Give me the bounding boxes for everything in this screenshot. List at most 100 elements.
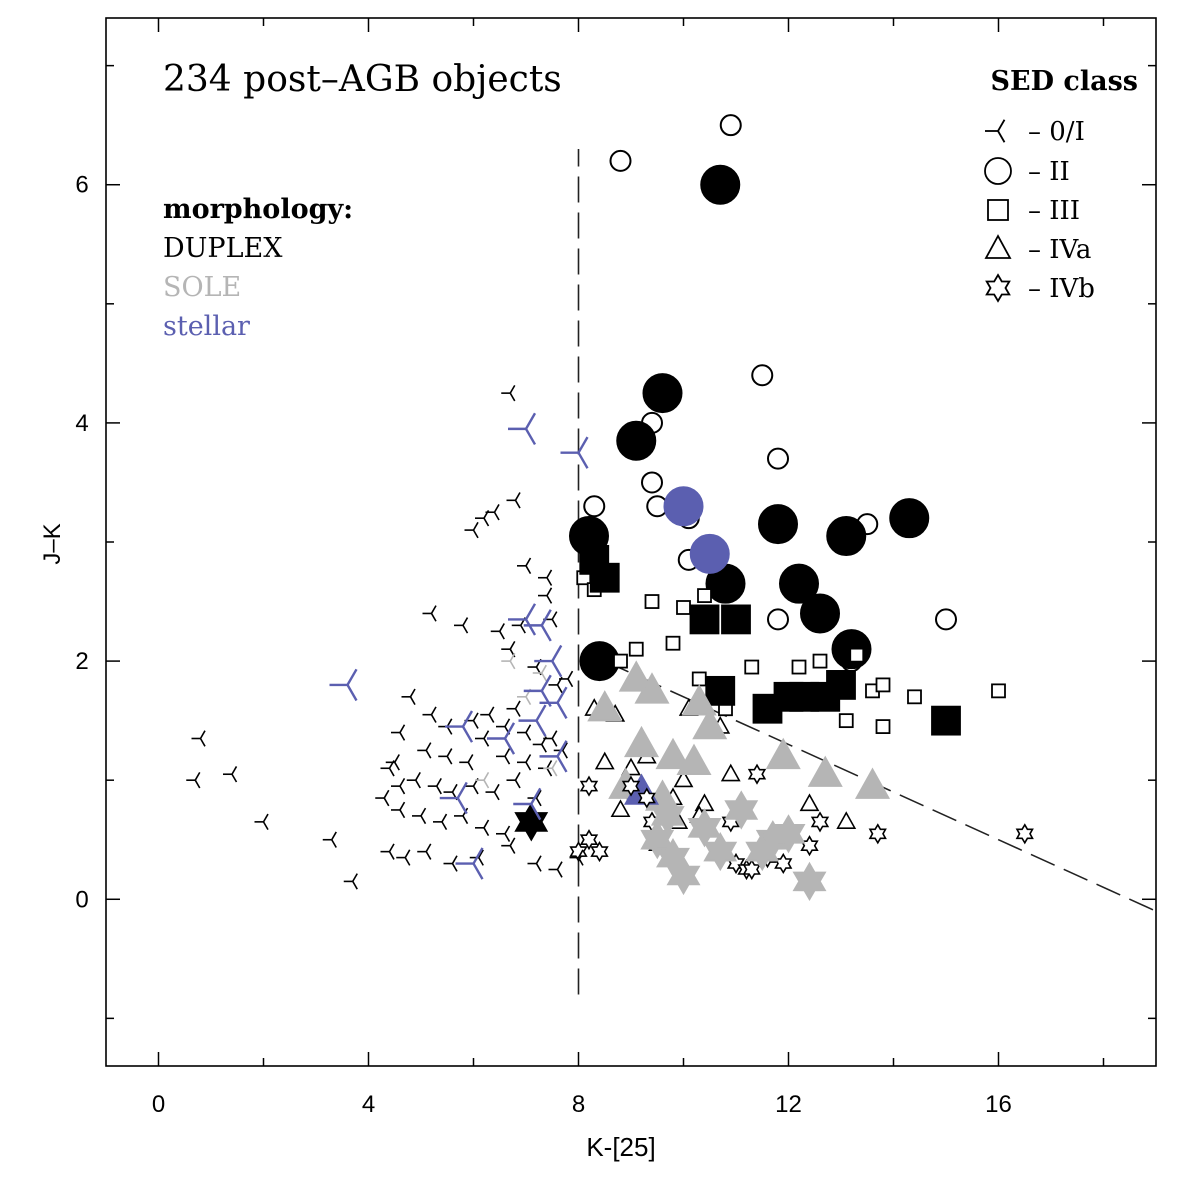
tri-branch-spoke — [509, 392, 516, 402]
tri-branch-spoke — [535, 789, 542, 799]
tri-branch-spoke — [430, 613, 437, 622]
tri-branch-spoke — [331, 839, 337, 848]
morphology-stellar: stellar — [163, 311, 250, 342]
tri-branch-point — [375, 789, 390, 807]
x-tick-label: 12 — [775, 1091, 802, 1118]
tri-branch-point — [517, 724, 532, 741]
tri-branch-spoke — [478, 849, 484, 858]
tri-branch-spoke — [546, 760, 553, 769]
tri-branch-spoke — [509, 837, 516, 847]
tri-branch-spoke — [535, 720, 547, 737]
tri-branch-spoke — [525, 565, 532, 575]
tri-branch-point — [548, 861, 563, 878]
tri-branch-spoke — [461, 725, 474, 743]
tri-branch-spoke — [199, 730, 206, 739]
tri-branch-spoke — [420, 807, 427, 817]
open-star-point — [579, 829, 599, 851]
y-tick-labels: 0 2 4 6 — [75, 172, 88, 914]
tri-branch-point — [438, 748, 453, 765]
tri-branch-spoke — [551, 611, 558, 620]
tri-branch-point — [343, 873, 358, 890]
filled-star-point — [687, 808, 722, 848]
tri-branch-point — [412, 807, 427, 825]
tri-branch-point — [254, 813, 269, 831]
tri-branch-point — [559, 670, 574, 688]
tri-branch-spoke — [467, 754, 474, 763]
tri-branch-point — [391, 724, 406, 741]
tri-branch-spoke — [509, 660, 516, 670]
tri-branch-spoke — [483, 730, 490, 739]
tri-branch-spoke — [331, 831, 337, 841]
tri-branch-point — [506, 771, 521, 789]
tri-branch-spoke — [430, 605, 437, 614]
tri-branch-point — [523, 609, 552, 642]
open-square-point — [991, 683, 1006, 699]
tri-branch-point — [517, 557, 532, 575]
legend-triangle-icon — [984, 234, 1012, 259]
tri-branch-spoke — [436, 785, 442, 795]
open-circle-point — [609, 149, 632, 172]
tri-branch-spoke — [493, 504, 500, 513]
morphology-legend: morphology: DUPLEX SOLE stellar — [163, 194, 353, 342]
tri-branch-point — [543, 730, 558, 747]
tri-branch-spoke — [446, 755, 453, 765]
tri-branch-point — [496, 825, 511, 842]
tri-branch-spoke — [472, 847, 484, 865]
morphology-duplex: DUPLEX — [163, 233, 283, 264]
tri-branch-point — [455, 847, 484, 880]
tri-branch-spoke — [551, 738, 558, 747]
tri-branch-spoke — [194, 771, 201, 781]
tri-branch-point — [487, 722, 516, 755]
filled-triangle-point — [587, 690, 623, 722]
tri-branch-spoke — [346, 668, 358, 686]
tri-branch-spoke — [520, 624, 526, 634]
tri-branch-point — [391, 777, 406, 795]
tri-branch-point — [485, 504, 500, 521]
tri-branch-point — [454, 617, 469, 634]
filled-star-point — [514, 802, 549, 842]
tri-branch-spoke — [409, 696, 416, 706]
legend-star-icon — [985, 273, 1011, 303]
tri-branch-point — [538, 569, 553, 586]
tri-branch-point — [422, 605, 437, 622]
tri-branch-spoke — [530, 787, 542, 805]
tri-branch-point — [380, 843, 395, 860]
tri-branch-spoke — [472, 529, 479, 539]
tri-branch-spoke — [425, 742, 432, 751]
tri-branch-spoke — [472, 785, 479, 795]
tri-branch-spoke — [231, 766, 238, 775]
tri-branch-point — [406, 771, 421, 789]
tri-branch-spoke — [541, 672, 547, 682]
open-circle-point — [935, 608, 957, 631]
tri-branch-spoke — [546, 577, 553, 586]
tri-branch-spoke — [483, 819, 490, 829]
open-star-point — [747, 763, 767, 785]
filled-star-point — [724, 790, 759, 830]
tri-branch-spoke — [541, 664, 547, 674]
tri-branch-point — [439, 781, 468, 815]
tri-branch-spoke — [430, 706, 437, 716]
tri-branch-spoke — [551, 760, 558, 769]
tri-branch-spoke — [504, 748, 511, 757]
tri-branch-spoke — [540, 674, 552, 692]
tri-branch-spoke — [404, 849, 411, 858]
tri-branch-spoke — [467, 761, 474, 771]
tri-branch-point — [475, 819, 490, 837]
tri-branch-point — [506, 700, 521, 717]
open-star-point — [868, 823, 887, 845]
filled-square-point — [689, 604, 720, 635]
tri-branch-spoke — [577, 849, 584, 858]
open-triangle-point — [594, 751, 615, 770]
tri-branch-spoke — [540, 690, 552, 708]
filled-square-point — [826, 670, 856, 700]
tri-branch-spoke — [394, 761, 400, 771]
tri-branch-spoke — [472, 521, 479, 531]
filled-circle-point — [700, 164, 741, 205]
open-square-point — [791, 659, 807, 675]
open-triangle-point — [799, 793, 820, 812]
tri-branch-spoke — [483, 779, 490, 789]
tri-branch-spoke — [546, 595, 553, 604]
x-tick-label: 8 — [572, 1091, 585, 1118]
tri-branch-spoke — [441, 813, 448, 823]
tri-branch-spoke — [483, 517, 490, 527]
